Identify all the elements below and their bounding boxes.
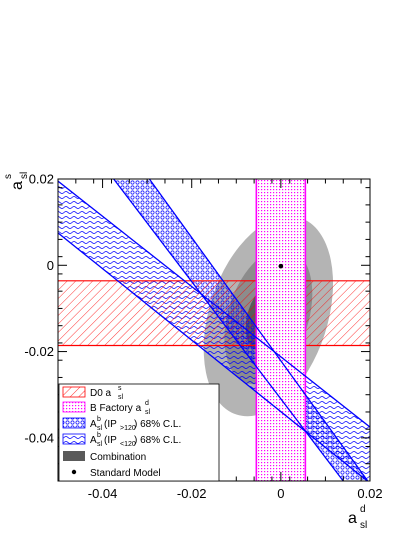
legend-label-d0-sup: s	[118, 385, 122, 392]
legend-swatch-ip-gt	[62, 417, 86, 429]
legend-entry-ip-gt: A b sl (IP >120 ) 68% C.L.	[62, 416, 181, 432]
legend-swatch-d0	[62, 386, 86, 398]
y-tick-label: -0.04	[24, 430, 54, 445]
legend-entry-combination: Combination	[63, 451, 146, 463]
y-tick-label: 0.02	[29, 172, 54, 187]
legend-label-ip-gt-sub2: >120	[120, 425, 136, 432]
legend-entry-d0: D0 a s sl	[62, 385, 124, 401]
legend-swatch-sm	[71, 469, 77, 475]
plot-area: -0.04 -0.02 0 0.02 0.02 0 -0.02 -0.04	[24, 172, 382, 502]
legend-box	[58, 383, 220, 482]
legend-label-d0: D0 a	[90, 388, 112, 399]
legend-swatch-bfactory	[62, 401, 86, 413]
legend-label-ip-lt-sub: sl	[97, 441, 103, 448]
x-axis-title-sup: d	[360, 504, 366, 515]
standard-model-point	[278, 263, 284, 269]
band-bfactory-fill	[256, 179, 306, 481]
band-ip-gt120-edge-1	[148, 179, 369, 481]
legend-label-ip-gt-mid: (IP	[104, 419, 117, 430]
legend-entry-bfactory: B Factory a d sl	[62, 400, 151, 416]
x-tick-label: 0.02	[357, 486, 382, 501]
legend-label-bfactory-sub: sl	[145, 409, 151, 416]
legend-label-ip-lt: A	[90, 435, 97, 446]
legend-entry-ip-lt: A b sl (IP <120 ) 68% C.L.	[62, 432, 181, 448]
legend-label-sm: Standard Model	[90, 468, 161, 479]
legend-label-d0-sub: sl	[118, 394, 124, 401]
legend: D0 a s sl B Factory a d sl A b sl (IP >1…	[58, 383, 220, 482]
x-axis-title: a d sl	[348, 504, 367, 531]
legend-entry-sm: Standard Model	[71, 468, 161, 479]
legend-label-bfactory: B Factory a	[90, 403, 142, 414]
legend-label-ip-lt-sup: b	[97, 432, 101, 439]
legend-label-ip-lt-mid: (IP	[104, 435, 117, 446]
y-axis-title: a s sl	[3, 172, 30, 190]
legend-label-ip-gt-rest: ) 68% C.L.	[134, 419, 181, 430]
band-ip-lt120-edge-0	[58, 180, 370, 428]
legend-label-ip-gt-sup: b	[97, 416, 101, 423]
legend-label-combination: Combination	[90, 452, 146, 463]
legend-label-ip-lt-rest: ) 68% C.L.	[134, 435, 181, 446]
legend-swatch-ip-lt	[62, 433, 86, 445]
y-tick-label: 0	[47, 258, 54, 273]
constraint-bands	[58, 179, 370, 481]
band-ip-gt120-edge-0	[113, 179, 344, 481]
y-axis-title-base: a	[9, 181, 26, 190]
legend-label-bfactory-sup: d	[145, 400, 149, 407]
x-tick-label: -0.04	[88, 486, 118, 501]
y-axis-title-sup: s	[3, 174, 14, 179]
axis-ticks: -0.04 -0.02 0 0.02 0.02 0 -0.02 -0.04	[24, 172, 382, 502]
x-axis-title-base: a	[348, 510, 357, 527]
y-tick-label: -0.02	[24, 344, 54, 359]
legend-label-ip-lt-sub2: <120	[120, 441, 136, 448]
legend-label-ip-gt-sub: sl	[97, 425, 103, 432]
legend-swatch-combination	[63, 451, 85, 461]
legend-label-ip-gt: A	[90, 419, 97, 430]
x-tick-label: -0.02	[177, 486, 207, 501]
x-tick-label: 0	[277, 486, 284, 501]
band-ip-lt120-edge-1	[58, 232, 369, 481]
y-axis-title-sub: sl	[19, 172, 30, 179]
band-d0-fill	[58, 280, 370, 346]
x-axis-title-sub: sl	[360, 520, 367, 531]
points-layer	[278, 263, 284, 269]
